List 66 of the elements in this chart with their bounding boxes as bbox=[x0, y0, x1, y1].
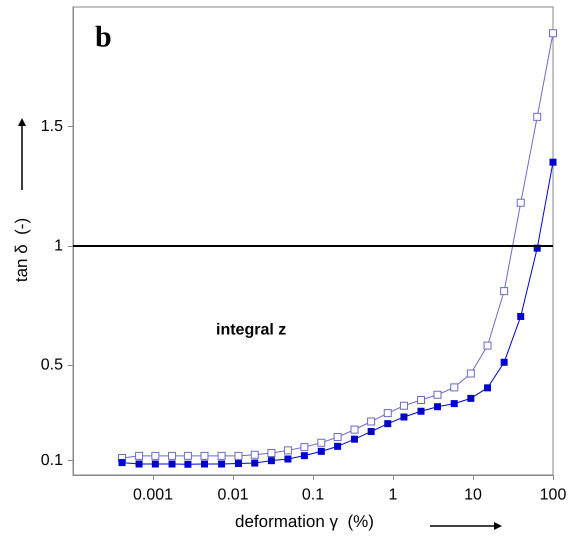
y-axis-title: tan δ (-) bbox=[12, 218, 32, 282]
point bbox=[300, 443, 308, 452]
point bbox=[184, 452, 192, 460]
point bbox=[251, 460, 258, 467]
point bbox=[218, 452, 226, 460]
point bbox=[434, 403, 442, 410]
point bbox=[466, 370, 475, 378]
point bbox=[484, 384, 492, 392]
point bbox=[434, 390, 442, 399]
point bbox=[184, 460, 192, 468]
x-tick-label: 10 bbox=[464, 486, 482, 504]
x-tick-label: 0.1 bbox=[302, 486, 324, 504]
x-tick-label: 1 bbox=[388, 486, 398, 504]
point bbox=[317, 438, 326, 447]
point bbox=[136, 460, 143, 468]
point bbox=[200, 460, 208, 468]
point bbox=[152, 460, 159, 468]
y-tick-label: 0.5 bbox=[40, 356, 64, 374]
point bbox=[300, 452, 308, 460]
y-tick-label: 0.1 bbox=[40, 452, 64, 470]
point bbox=[400, 413, 408, 420]
point bbox=[268, 457, 275, 464]
point bbox=[484, 342, 492, 350]
point bbox=[550, 158, 556, 166]
point bbox=[284, 456, 292, 462]
point bbox=[234, 452, 242, 460]
point bbox=[284, 446, 292, 454]
point bbox=[384, 409, 392, 418]
point bbox=[400, 402, 408, 410]
point bbox=[549, 29, 557, 38]
point bbox=[516, 198, 525, 207]
annotation: b bbox=[95, 20, 112, 54]
point bbox=[151, 452, 160, 460]
point bbox=[367, 418, 376, 426]
y-tick-label: 1.5 bbox=[40, 118, 64, 135]
point bbox=[334, 433, 342, 442]
point bbox=[168, 460, 176, 468]
point bbox=[384, 420, 392, 428]
point bbox=[450, 400, 458, 408]
point bbox=[418, 408, 425, 415]
point bbox=[334, 442, 342, 450]
point bbox=[467, 394, 474, 402]
point bbox=[417, 396, 426, 404]
annotation: integral z bbox=[216, 322, 286, 338]
point bbox=[318, 448, 325, 455]
point bbox=[517, 312, 524, 320]
point bbox=[135, 452, 144, 460]
point bbox=[450, 383, 458, 392]
point bbox=[368, 428, 375, 436]
x-tick-label: 0.001 bbox=[132, 486, 174, 504]
y-tick-label: 1 bbox=[54, 237, 64, 254]
point bbox=[218, 460, 226, 468]
x-tick-label: 100 bbox=[540, 486, 566, 504]
point bbox=[350, 436, 358, 443]
point bbox=[234, 460, 242, 468]
point bbox=[168, 452, 176, 460]
x-tick-label: 0.01 bbox=[217, 486, 249, 504]
point bbox=[200, 452, 208, 460]
point bbox=[500, 358, 508, 366]
point bbox=[350, 426, 358, 434]
point bbox=[533, 112, 542, 121]
point bbox=[500, 287, 508, 296]
point bbox=[267, 449, 276, 458]
point bbox=[118, 459, 126, 466]
x-axis-title: deformation γ (%) bbox=[235, 512, 374, 532]
point bbox=[250, 450, 259, 459]
